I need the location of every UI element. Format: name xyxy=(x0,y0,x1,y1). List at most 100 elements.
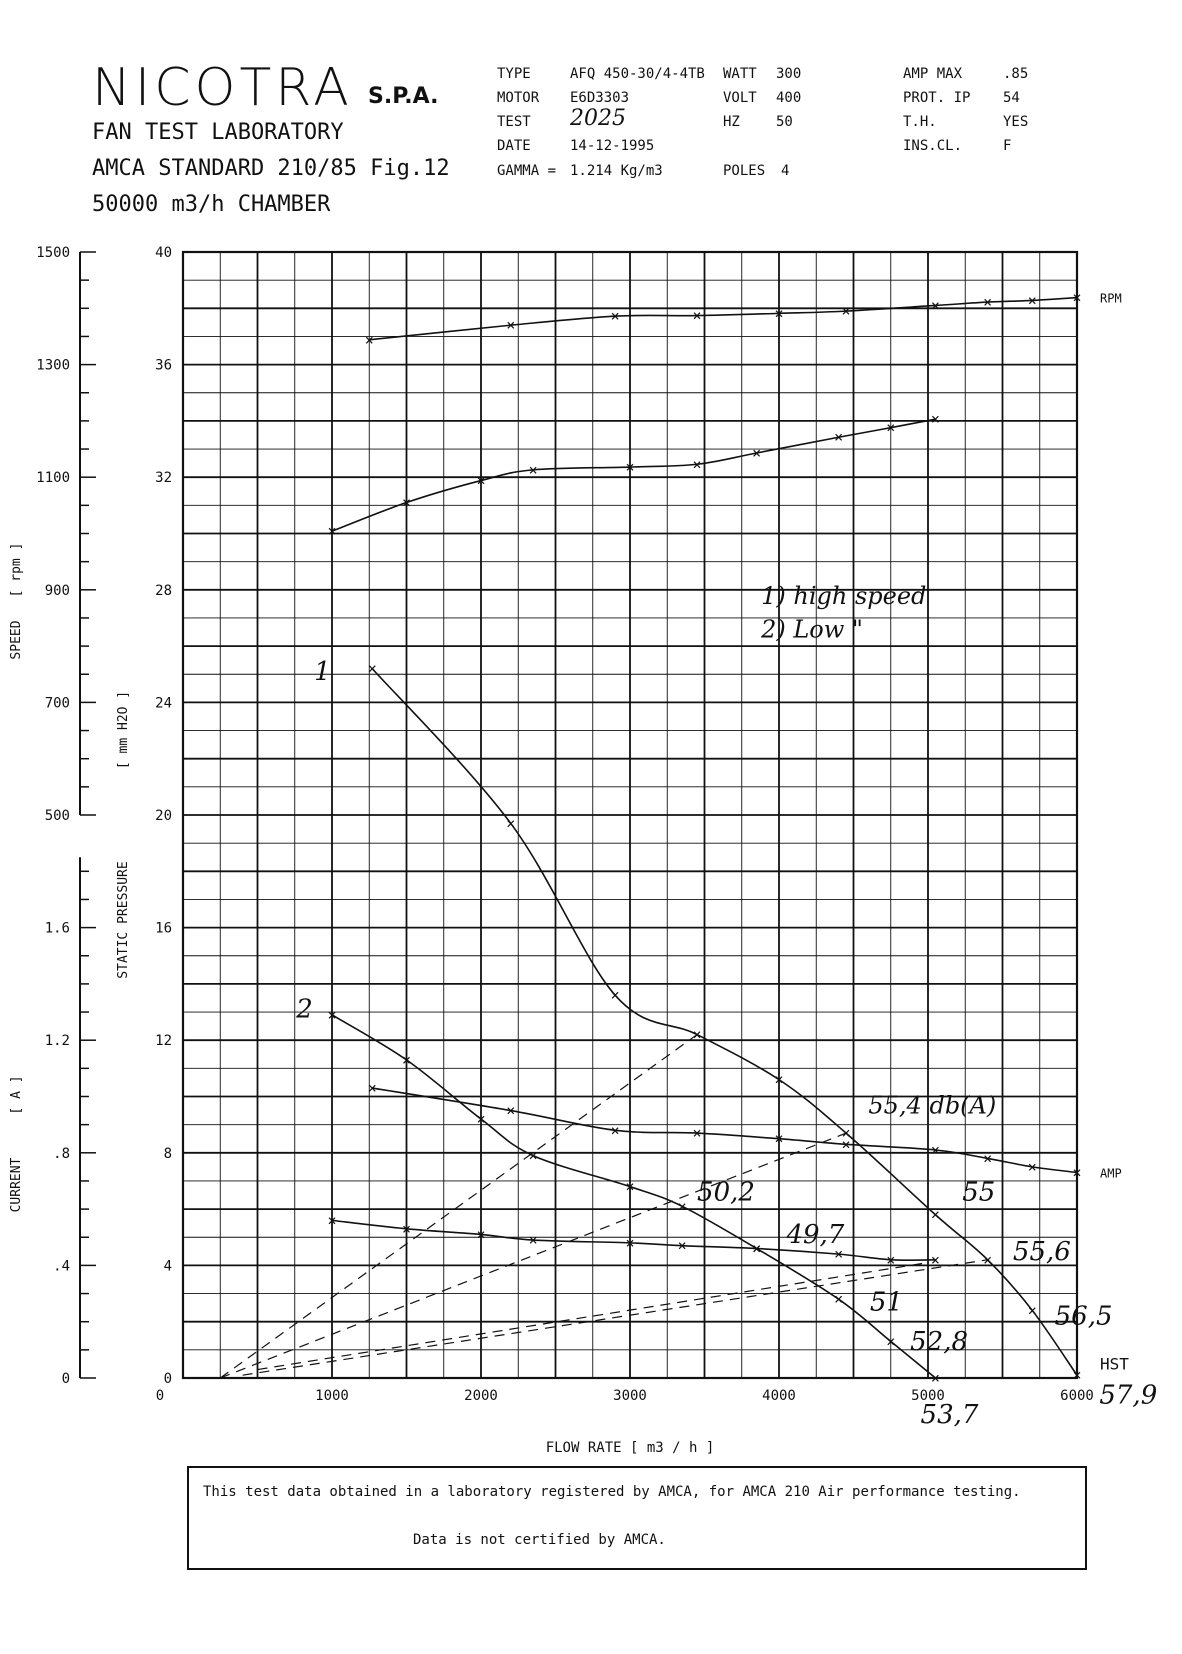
brand-name: NICOTRA xyxy=(92,58,353,118)
x-tick-label: 1000 xyxy=(315,1388,349,1404)
speed-axis-unit: [ rpm ] xyxy=(9,543,24,598)
data-point: × xyxy=(931,1369,940,1387)
spec-inscl-label: INS.CL. xyxy=(903,138,963,154)
handwritten-annotation: 51 xyxy=(870,1287,903,1317)
current-axis-title: CURRENT xyxy=(9,1157,24,1212)
pressure-axis-unit: [ mm H2O ] xyxy=(116,691,131,769)
pressure-axis-title: STATIC PRESSURE xyxy=(116,861,131,978)
pressure-tick-label: 28 xyxy=(155,583,172,599)
current-tick-label: .4 xyxy=(53,1258,70,1274)
current-tick-label: .8 xyxy=(53,1146,70,1162)
data-point: × xyxy=(983,293,992,311)
data-point: × xyxy=(402,494,411,512)
current-axis-unit: [ A ] xyxy=(9,1075,24,1114)
spec-th-value: YES xyxy=(1003,114,1029,130)
data-point: × xyxy=(327,1006,336,1024)
data-point: × xyxy=(368,1079,377,1097)
data-point: × xyxy=(1028,291,1037,309)
spec-volt-label: VOLT xyxy=(723,90,757,106)
data-point: × xyxy=(842,1135,851,1153)
data-point: × xyxy=(931,1206,940,1224)
current-tick-label: 0 xyxy=(62,1371,70,1387)
data-point: × xyxy=(402,1051,411,1069)
data-point: × xyxy=(693,307,702,325)
handwritten-annotation: 55 xyxy=(962,1178,995,1208)
series-line-1 xyxy=(331,418,936,532)
data-point: × xyxy=(1072,289,1081,307)
data-point: × xyxy=(834,428,843,446)
note-line-2: Data is not certified by AMCA. xyxy=(413,1532,666,1548)
x-tick-label: 6000 xyxy=(1060,1388,1094,1404)
series-line-8 xyxy=(242,1259,988,1376)
speed-tick-label: 1300 xyxy=(36,358,70,374)
data-point: × xyxy=(678,1237,687,1255)
data-point: × xyxy=(476,1225,485,1243)
data-point: × xyxy=(693,1124,702,1142)
speed-tick-label: 1500 xyxy=(36,245,70,261)
spec-watt-value: 300 xyxy=(776,66,802,82)
pressure-tick-label: 0 xyxy=(164,1371,172,1387)
data-point: × xyxy=(529,1147,538,1165)
data-point: × xyxy=(625,1178,634,1196)
speed-tick-label: 1100 xyxy=(36,470,70,486)
data-point: × xyxy=(774,1071,783,1089)
pressure-tick-label: 16 xyxy=(155,921,172,937)
brand-suffix: S.P.A. xyxy=(368,84,439,109)
spec-motor-label: MOTOR xyxy=(497,90,540,106)
data-point: × xyxy=(529,1231,538,1249)
data-point: × xyxy=(327,522,336,540)
x-tick-label: 3000 xyxy=(613,1388,647,1404)
data-point: × xyxy=(834,1290,843,1308)
spec-hz-value: 50 xyxy=(776,114,793,130)
pressure-tick-label: 8 xyxy=(164,1146,172,1162)
header-line-1: FAN TEST LABORATORY xyxy=(92,120,344,145)
label-amp: AMP xyxy=(1100,1167,1122,1181)
spec-watt-label: WATT xyxy=(723,66,757,82)
current-tick-label: 1.6 xyxy=(45,921,70,937)
pressure-tick-label: 24 xyxy=(155,695,172,711)
data-point: × xyxy=(506,1102,515,1120)
spec-ampmax-value: .85 xyxy=(1003,66,1029,82)
handwritten-annotation: 1 xyxy=(314,657,331,687)
data-point: × xyxy=(476,1110,485,1128)
note-line-1: This test data obtained in a laboratory … xyxy=(203,1484,1021,1500)
data-point: × xyxy=(774,1130,783,1148)
spec-prot-label: PROT. IP xyxy=(903,90,971,106)
handwritten-annotation: 49,7 xyxy=(785,1220,844,1250)
series-line-AMP xyxy=(372,1087,1078,1174)
data-point: × xyxy=(931,410,940,428)
spec-type-label: TYPE xyxy=(497,66,531,82)
data-point: × xyxy=(327,1211,336,1229)
data-point: × xyxy=(476,472,485,490)
data-point: × xyxy=(529,461,538,479)
spec-test-label: TEST xyxy=(497,114,531,130)
data-point: × xyxy=(1028,1158,1037,1176)
spec-motor-value: E6D3303 xyxy=(570,90,630,106)
note-box xyxy=(187,1466,1087,1570)
series-line-6 xyxy=(219,1034,698,1379)
handwritten-annotation: 1) high speed xyxy=(761,582,926,610)
handwritten-annotation: 53,7 xyxy=(921,1400,979,1430)
data-point: × xyxy=(842,302,851,320)
spec-gamma-value: 1.214 Kg/m3 xyxy=(570,163,663,179)
spec-test-value: 2025 xyxy=(570,106,626,131)
handwritten-annotation: 2) Low " xyxy=(760,616,863,644)
series-line-9 xyxy=(257,1261,929,1371)
x-tick-label: 5000 xyxy=(911,1388,945,1404)
x-axis-label: FLOW RATE [ m3 / h ] xyxy=(546,1440,715,1456)
series-line-5 xyxy=(331,1219,936,1261)
data-point: × xyxy=(752,444,761,462)
pressure-tick-label: 4 xyxy=(164,1258,172,1274)
data-point: × xyxy=(1028,1301,1037,1319)
spec-th-label: T.H. xyxy=(903,114,937,130)
spec-date-value: 14-12-1995 xyxy=(570,138,655,154)
handwritten-annotation: 57,9 xyxy=(1099,1380,1157,1410)
data-point: × xyxy=(931,1251,940,1269)
header-line-2: AMCA STANDARD 210/85 Fig.12 xyxy=(92,156,450,181)
speed-tick-label: 500 xyxy=(45,808,70,824)
speed-tick-label: 900 xyxy=(45,583,70,599)
spec-prot-value: 54 xyxy=(1003,90,1020,106)
data-point: × xyxy=(1072,1164,1081,1182)
data-point: × xyxy=(506,814,515,832)
